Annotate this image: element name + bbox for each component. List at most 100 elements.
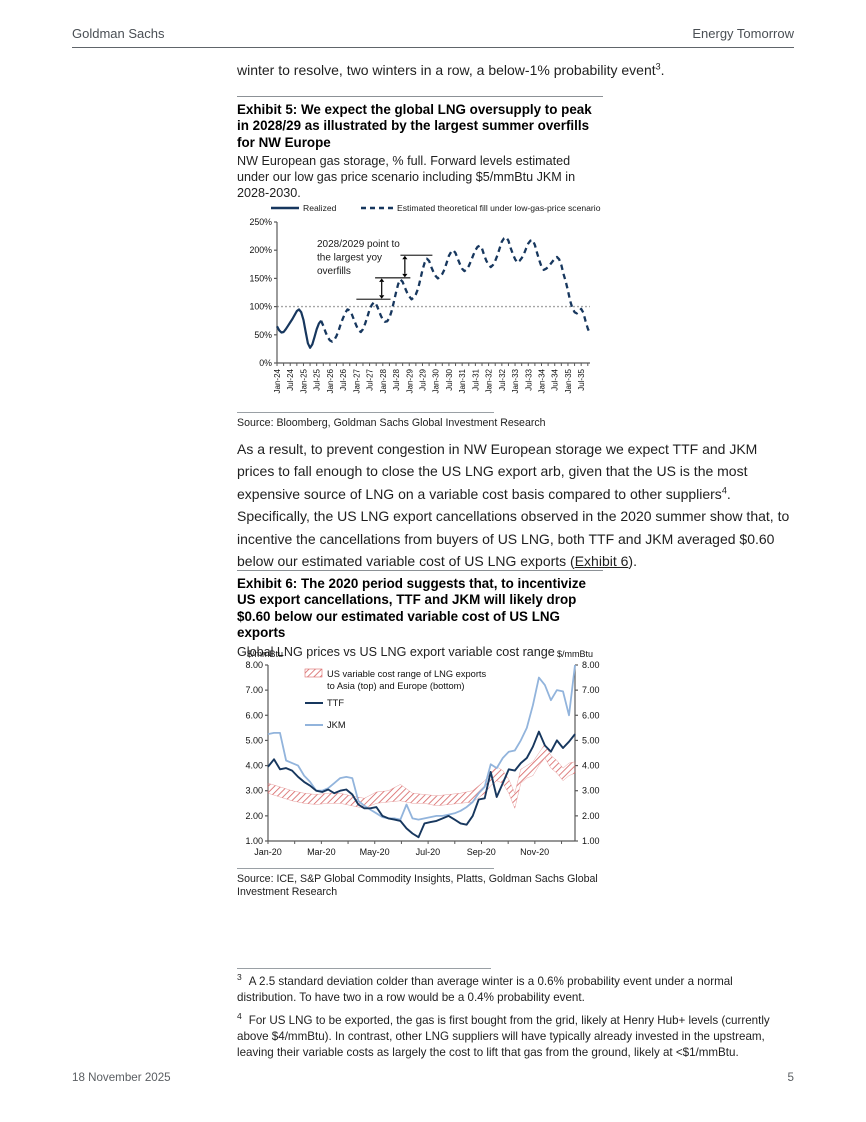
svg-text:8.00: 8.00 xyxy=(245,660,263,670)
footnote-3-marker: 3 xyxy=(237,972,242,983)
svg-text:200%: 200% xyxy=(250,245,273,255)
svg-text:Jan-30: Jan-30 xyxy=(432,368,441,393)
exhibit6-block: Exhibit 6: The 2020 period suggests that… xyxy=(237,570,603,660)
svg-text:overfills: overfills xyxy=(317,266,351,277)
svg-text:TTF: TTF xyxy=(327,698,344,708)
exhibit5-source-block: Source: Bloomberg, Goldman Sachs Global … xyxy=(237,412,603,430)
svg-text:JKM: JKM xyxy=(327,720,346,730)
exhibit5-source: Source: Bloomberg, Goldman Sachs Global … xyxy=(237,417,546,429)
footnote-3-text: A 2.5 standard deviation colder than ave… xyxy=(237,975,733,1004)
svg-text:Jan-28: Jan-28 xyxy=(379,368,388,393)
svg-text:Jul-27: Jul-27 xyxy=(366,368,375,390)
svg-text:Jul-29: Jul-29 xyxy=(419,368,428,390)
exhibit6-source: Source: ICE, S&P Global Commodity Insigh… xyxy=(237,873,598,898)
svg-text:0%: 0% xyxy=(259,358,272,368)
svg-text:7.00: 7.00 xyxy=(245,685,263,695)
intro-text: winter to resolve, two winters in a row,… xyxy=(237,62,656,78)
svg-text:Jul-24: Jul-24 xyxy=(286,368,295,390)
svg-text:2.00: 2.00 xyxy=(245,811,263,821)
svg-text:5.00: 5.00 xyxy=(245,735,263,745)
svg-text:6.00: 6.00 xyxy=(245,710,263,720)
svg-text:Jul-28: Jul-28 xyxy=(392,368,401,390)
footnote-4: 4 For US LNG to be exported, the gas is f… xyxy=(237,1011,795,1061)
svg-text:Sep-20: Sep-20 xyxy=(467,847,496,857)
footnotes-divider xyxy=(237,968,491,969)
svg-text:the largest yoy: the largest yoy xyxy=(317,253,382,264)
svg-text:Mar-20: Mar-20 xyxy=(307,847,336,857)
svg-text:1.00: 1.00 xyxy=(245,836,263,846)
paragraph-text-3: ). xyxy=(628,553,637,570)
exhibit5-block: Exhibit 5: We expect the global LNG over… xyxy=(237,96,603,201)
svg-text:Jan-24: Jan-24 xyxy=(273,368,282,393)
svg-text:150%: 150% xyxy=(250,273,273,283)
intro-line: winter to resolve, two winters in a row,… xyxy=(237,59,797,81)
svg-text:Nov-20: Nov-20 xyxy=(520,847,549,857)
exhibit5-chart: Realized Estimated theoretical fill under… xyxy=(250,203,601,393)
svg-text:4.00: 4.00 xyxy=(245,761,263,771)
svg-text:100%: 100% xyxy=(250,302,273,312)
svg-text:7.00: 7.00 xyxy=(582,685,600,695)
svg-text:Jul-26: Jul-26 xyxy=(339,368,348,390)
svg-text:Jan-34: Jan-34 xyxy=(538,368,547,393)
footnote-4-text: For US LNG to be exported, the gas is fi… xyxy=(237,1014,770,1059)
footnote-ref-3[interactable]: 3 xyxy=(655,61,661,72)
svg-text:50%: 50% xyxy=(254,330,272,340)
exhibit6-link[interactable]: Exhibit 6 xyxy=(574,553,629,570)
svg-text:250%: 250% xyxy=(250,217,273,227)
svg-text:Jul-25: Jul-25 xyxy=(313,368,322,390)
svg-text:4.00: 4.00 xyxy=(582,761,600,771)
svg-text:Jan-27: Jan-27 xyxy=(352,368,361,393)
svg-text:Jul-33: Jul-33 xyxy=(524,368,533,390)
svg-text:Jul-20: Jul-20 xyxy=(416,847,441,857)
svg-text:Jul-31: Jul-31 xyxy=(471,368,480,390)
paragraph-text-2: . Specifically, the US LNG export cancel… xyxy=(237,485,790,570)
svg-text:3.00: 3.00 xyxy=(582,786,600,796)
svg-text:3.00: 3.00 xyxy=(245,786,263,796)
svg-text:6.00: 6.00 xyxy=(582,710,600,720)
svg-text:Jan-20: Jan-20 xyxy=(254,847,282,857)
svg-text:Jul-30: Jul-30 xyxy=(445,368,454,390)
svg-text:2.00: 2.00 xyxy=(582,811,600,821)
svg-text:Jan-32: Jan-32 xyxy=(485,368,494,393)
svg-text:1.00: 1.00 xyxy=(582,836,600,846)
svg-text:$/mmBtu: $/mmBtu xyxy=(557,649,593,659)
svg-text:Jan-26: Jan-26 xyxy=(326,368,335,393)
svg-text:Jan-35: Jan-35 xyxy=(564,368,573,393)
footnote-ref-4[interactable]: 4 xyxy=(721,485,727,496)
svg-text:Estimated theoretical fill und: Estimated theoretical fill under low-gas… xyxy=(397,203,601,213)
svg-text:May-20: May-20 xyxy=(360,847,390,857)
svg-text:Jul-35: Jul-35 xyxy=(577,368,586,390)
svg-text:$/mmBtu: $/mmBtu xyxy=(247,649,283,659)
svg-text:Jul-32: Jul-32 xyxy=(498,368,507,390)
exhibit6-source-block: Source: ICE, S&P Global Commodity Insigh… xyxy=(237,868,603,899)
exhibit5-source-rule xyxy=(237,412,494,413)
body-paragraph: As a result, to prevent congestion in NW… xyxy=(237,438,795,572)
svg-text:5.00: 5.00 xyxy=(582,735,600,745)
exhibit6-chart: $/mmBtu $/mmBtu 1.00 1.00 2.00 2.00 3.00 3.00 4.… xyxy=(245,649,600,857)
header-divider xyxy=(72,47,794,48)
intro-period: . xyxy=(660,62,665,78)
svg-text:to Asia (top) and Europe (bott: to Asia (top) and Europe (bottom) xyxy=(327,681,464,691)
svg-text:Jan-33: Jan-33 xyxy=(511,368,520,393)
svg-text:Jan-25: Jan-25 xyxy=(300,368,309,393)
svg-text:US variable cost range of LNG: US variable cost range of LNG exports xyxy=(327,669,487,679)
exhibit5-subtitle: NW European gas storage, % full. Forward… xyxy=(237,154,576,201)
svg-text:Jan-31: Jan-31 xyxy=(458,368,467,393)
svg-text:8.00: 8.00 xyxy=(582,660,600,670)
footer-date: 18 November 2025 xyxy=(72,1071,171,1084)
paragraph-text-1: As a result, to prevent congestion in NW… xyxy=(237,441,758,502)
header-brand: Goldman Sachs xyxy=(72,26,165,41)
svg-text:Realized: Realized xyxy=(303,203,337,213)
header-report-title: Energy Tomorrow xyxy=(692,26,794,41)
exhibit6-title: Exhibit 6: The 2020 period suggests that… xyxy=(237,576,586,641)
exhibit5-title: Exhibit 5: We expect the global LNG over… xyxy=(237,102,592,150)
svg-text:Jan-29: Jan-29 xyxy=(405,368,414,393)
footnote-4-marker: 4 xyxy=(237,1011,242,1022)
svg-text:2028/2029 point to: 2028/2029 point to xyxy=(317,239,400,250)
svg-text:Jul-34: Jul-34 xyxy=(551,368,560,390)
exhibit6-subtitle: Global LNG prices vs US LNG export varia… xyxy=(237,644,555,659)
exhibit6-top-rule xyxy=(237,570,603,571)
